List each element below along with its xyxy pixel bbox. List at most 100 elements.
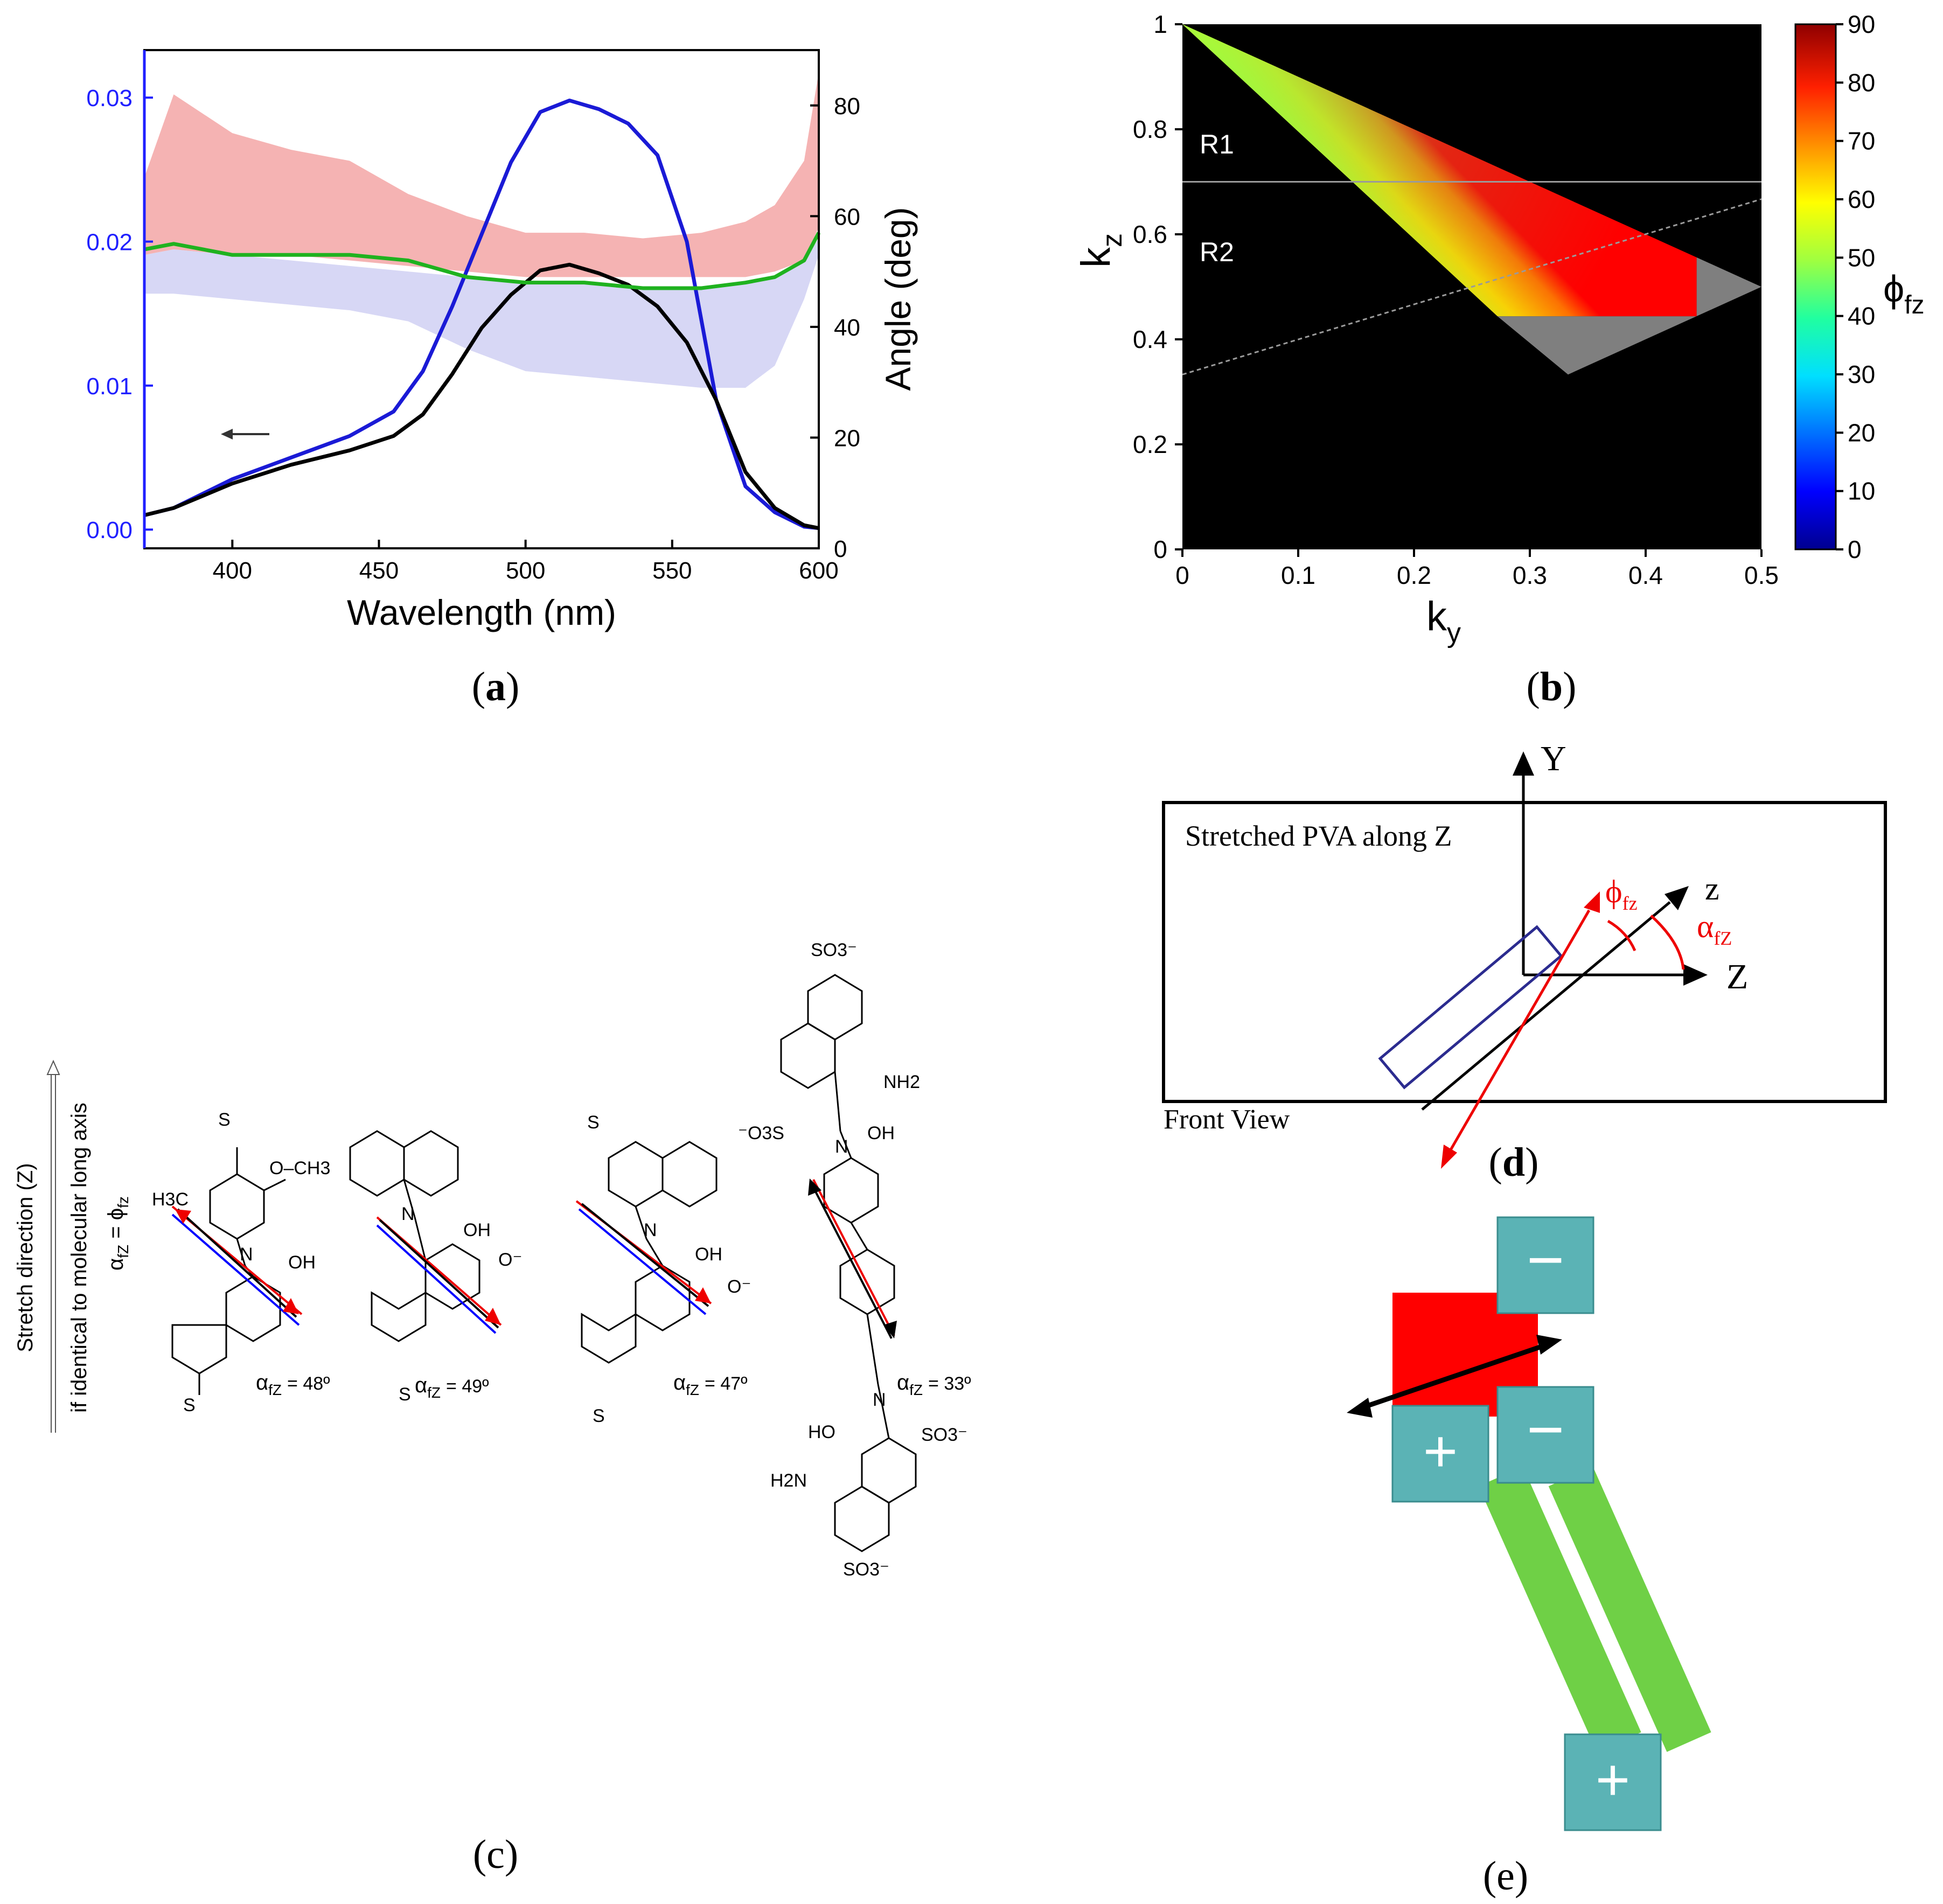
diagram-d: Stretched PVA along Z Y Z z ϕfz αfZ Fron… — [1162, 739, 1887, 1169]
label-oh: OH — [463, 1220, 491, 1240]
molecule-4 — [780, 974, 917, 1552]
y-tick-label: 0 — [1153, 535, 1167, 563]
series-band — [144, 238, 819, 388]
colorbar-tick-label: 60 — [1848, 185, 1875, 213]
plus-box-bottom — [1564, 1733, 1662, 1831]
right-tick-label: 20 — [834, 425, 860, 451]
ring — [861, 1437, 917, 1504]
green-bar-right — [1548, 1466, 1711, 1752]
x-tick-label: 0.3 — [1513, 561, 1547, 589]
minus-box-top — [1496, 1216, 1594, 1314]
plus-box-left — [1391, 1405, 1489, 1503]
x-tick-label: 0.2 — [1397, 561, 1431, 589]
phi-arc — [1607, 919, 1636, 951]
up-arrow-icon — [46, 1059, 60, 1075]
label-och3: O–CH3 — [269, 1158, 330, 1178]
ring — [780, 1022, 836, 1089]
ring — [661, 1141, 718, 1208]
chart-b: R1 R2 0 0.1 0.2 0.3 0.4 0.500.20.40.60.81 ky … — [1073, 10, 1925, 648]
ring — [371, 1291, 427, 1342]
x-tick-label: 500 — [506, 557, 545, 584]
y-axis-label: kz — [1073, 233, 1128, 268]
angle-label-4: αfZ = 33º — [897, 1371, 971, 1398]
molecule-2-arrows — [376, 1216, 502, 1334]
y-axis-label: Y — [1541, 739, 1566, 778]
label-s: S — [183, 1395, 196, 1415]
label-ominus: O⁻ — [727, 1277, 751, 1297]
colorbar-tick-label: 80 — [1848, 68, 1875, 96]
label-n: N — [644, 1220, 657, 1240]
y-tick-label: 0.6 — [1133, 220, 1167, 248]
series-line — [144, 262, 819, 531]
y-tick-label: 0.4 — [1133, 325, 1167, 353]
left-tick-label: 0.01 — [86, 373, 133, 400]
label-nh2: NH2 — [883, 1072, 920, 1092]
chart-a: 0.00 0.01 0.02 0.03 0 20 40 60 80 400 450 500 550 600… — [86, 49, 918, 632]
colorbar-tick-label: 70 — [1848, 127, 1875, 155]
molecular-z-arrow-icon — [1665, 886, 1689, 910]
series-line — [144, 232, 821, 290]
front-view-label: Front View — [1164, 1104, 1290, 1135]
colored-region-shade — [1182, 24, 1697, 317]
molecule-1-labels: H3C O–CH3 OH N S S — [152, 1110, 330, 1415]
panel-b: R1 R2 0 0.1 0.2 0.3 0.4 0.5 0 0.2 0.4 0.6 0.8 1 ky … — [1023, 0, 1943, 738]
caption-b: (b) — [1526, 664, 1577, 709]
arrow-left-icon — [1347, 1398, 1373, 1418]
label-h2n: H2N — [770, 1470, 807, 1491]
transition-arrow-down-icon — [1441, 1145, 1457, 1169]
colorbar-tick-label: 50 — [1848, 243, 1875, 271]
right-tick-label: 60 — [834, 204, 860, 230]
minus-sign: − — [1527, 1393, 1564, 1466]
colorbar-label: ϕfz — [1883, 268, 1925, 319]
stretch-direction-label: Stretch direction (Z) — [13, 1163, 37, 1352]
transition-moment — [1447, 909, 1591, 1154]
alpha-label: αfZ — [1697, 909, 1732, 949]
grey-region — [1497, 257, 1761, 375]
green-bar-left — [1478, 1466, 1641, 1752]
colorbar-tick-label: 30 — [1848, 360, 1875, 388]
x-tick-label: 0.4 — [1628, 561, 1663, 589]
left-tick-label: 0.03 — [86, 85, 133, 111]
molecule-1-arrows — [171, 1205, 303, 1326]
label-n: N — [835, 1136, 848, 1157]
label-oh: OH — [695, 1244, 722, 1265]
x-tick-label: 0.5 — [1744, 561, 1779, 589]
ring — [823, 1157, 879, 1224]
molecule-4-labels: SO3⁻ NH2 OH ⁻O3S N N HO SO3⁻ H2N SO3⁻ — [738, 940, 967, 1580]
label-n: N — [873, 1390, 886, 1410]
colorbar-tick-label: 90 — [1848, 10, 1875, 38]
caption-e: (e) — [1482, 1853, 1529, 1899]
x-tick-label: 550 — [652, 557, 692, 584]
caption-c: (c) — [472, 1832, 519, 1877]
ring — [349, 1130, 405, 1197]
label-o3s: ⁻O3S — [738, 1123, 784, 1143]
molecule-4-arrows — [808, 1178, 897, 1339]
label-s: S — [593, 1406, 605, 1426]
molecule-3-labels: OH N S S O⁻ — [587, 1112, 751, 1426]
panel-e: − − + + (e) — [1293, 1206, 1778, 1901]
chemical-structures: Stretch direction (Z) if identical to mo… — [13, 940, 971, 1580]
x-tick-label: 400 — [213, 557, 252, 584]
panel-c: Stretch direction (Z) if identical to mo… — [0, 916, 1023, 1901]
molecular-z-label: z — [1705, 871, 1719, 906]
ring — [807, 974, 863, 1041]
x-tick-label: 0.1 — [1281, 561, 1315, 589]
z-arrow-icon — [1683, 964, 1708, 986]
ring — [635, 1265, 691, 1331]
label-n: N — [240, 1244, 253, 1265]
y-tick-label: 1 — [1153, 10, 1167, 38]
label-s: S — [587, 1112, 600, 1133]
z-axis-label: Z — [1726, 957, 1748, 996]
caption-d: (d) — [1488, 1140, 1539, 1185]
label-h3c: H3C — [152, 1189, 189, 1210]
stretch-equation: αfZ = ϕfz — [104, 1196, 131, 1271]
arrow-right-icon — [1536, 1335, 1562, 1355]
label-s: S — [399, 1384, 411, 1405]
plus-sign: + — [1596, 1747, 1630, 1813]
label-ho: HO — [808, 1422, 835, 1442]
y2-axis-label: Angle (deg) — [878, 207, 918, 390]
y-arrow-icon — [1513, 751, 1534, 776]
label-n: N — [401, 1204, 415, 1224]
label-so3: SO3⁻ — [921, 1425, 967, 1445]
label-ominus: O⁻ — [498, 1250, 522, 1270]
